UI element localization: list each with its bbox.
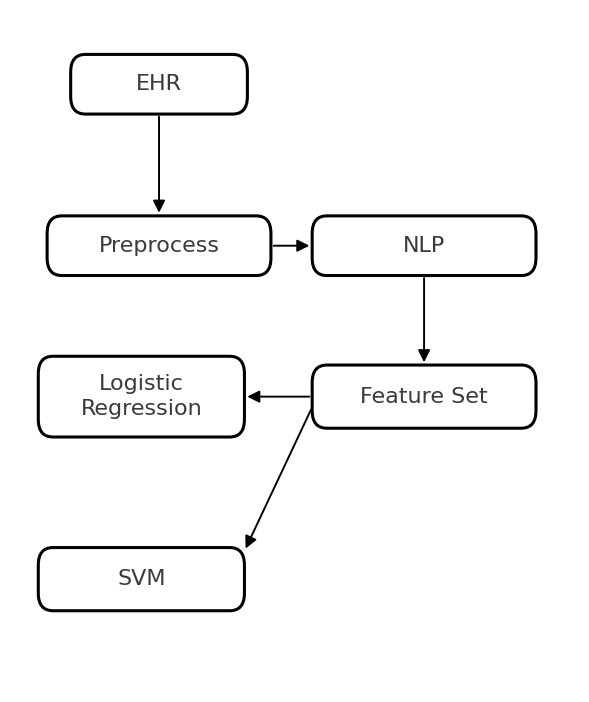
FancyBboxPatch shape	[38, 548, 244, 611]
Text: Preprocess: Preprocess	[98, 236, 220, 256]
FancyBboxPatch shape	[71, 54, 247, 114]
Text: SVM: SVM	[117, 569, 166, 589]
FancyBboxPatch shape	[312, 365, 536, 428]
FancyBboxPatch shape	[38, 356, 244, 437]
Text: Logistic
Regression: Logistic Regression	[81, 374, 202, 419]
Text: EHR: EHR	[136, 74, 182, 94]
Text: Feature Set: Feature Set	[360, 387, 488, 406]
FancyBboxPatch shape	[47, 216, 271, 275]
FancyBboxPatch shape	[312, 216, 536, 275]
Text: NLP: NLP	[403, 236, 445, 256]
